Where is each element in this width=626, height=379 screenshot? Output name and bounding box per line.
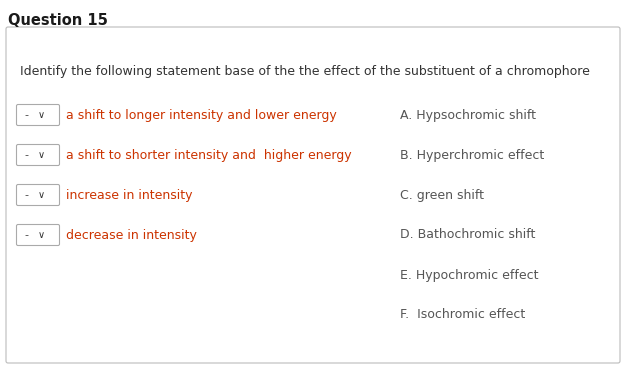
Text: a shift to shorter intensity and  higher energy: a shift to shorter intensity and higher … xyxy=(66,149,352,161)
Text: increase in intensity: increase in intensity xyxy=(66,188,193,202)
Text: D. Bathochromic shift: D. Bathochromic shift xyxy=(400,229,535,241)
FancyBboxPatch shape xyxy=(16,144,59,166)
FancyBboxPatch shape xyxy=(16,105,59,125)
Text: ∨: ∨ xyxy=(38,110,45,120)
Text: F.  Isochromic effect: F. Isochromic effect xyxy=(400,309,525,321)
FancyBboxPatch shape xyxy=(16,185,59,205)
Text: ∨: ∨ xyxy=(38,230,45,240)
Text: ∨: ∨ xyxy=(38,190,45,200)
Text: -: - xyxy=(24,150,28,160)
Text: decrease in intensity: decrease in intensity xyxy=(66,229,197,241)
Text: ∨: ∨ xyxy=(38,150,45,160)
Text: Question 15: Question 15 xyxy=(8,13,108,28)
Text: Identify the following statement base of the the effect of the substituent of a : Identify the following statement base of… xyxy=(20,65,590,78)
Text: E. Hypochromic effect: E. Hypochromic effect xyxy=(400,268,538,282)
Text: -: - xyxy=(24,190,28,200)
Text: A. Hypsochromic shift: A. Hypsochromic shift xyxy=(400,108,536,122)
Text: -: - xyxy=(24,110,28,120)
Text: B. Hyperchromic effect: B. Hyperchromic effect xyxy=(400,149,544,161)
Text: a shift to longer intensity and lower energy: a shift to longer intensity and lower en… xyxy=(66,108,337,122)
Text: -: - xyxy=(24,230,28,240)
FancyBboxPatch shape xyxy=(6,27,620,363)
FancyBboxPatch shape xyxy=(16,224,59,246)
Text: C. green shift: C. green shift xyxy=(400,188,484,202)
